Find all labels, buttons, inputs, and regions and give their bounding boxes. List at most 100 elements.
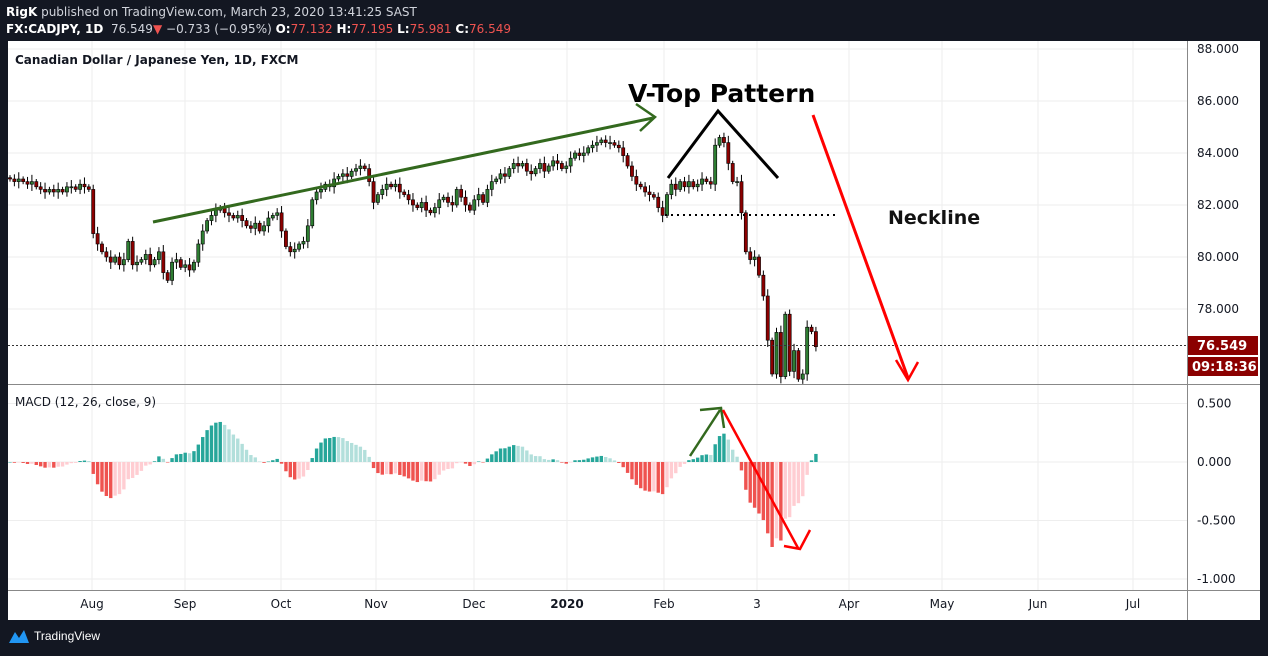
candle-body [700, 178, 704, 185]
histogram-bar [227, 429, 231, 462]
histogram-bar [12, 462, 17, 463]
histogram-bar [30, 462, 34, 464]
trend-line[interactable] [152, 102, 657, 224]
candle-body [630, 165, 634, 177]
candle-body [708, 181, 713, 185]
histogram-bar [472, 462, 476, 465]
candle-body [538, 163, 542, 169]
histogram-bar [700, 455, 704, 462]
histogram-bar [117, 462, 122, 495]
candle-body [446, 196, 450, 203]
candle-body [770, 339, 775, 375]
grid [8, 41, 1187, 590]
candle-body [503, 173, 507, 177]
candle-body [21, 178, 26, 182]
histogram-bar [384, 462, 389, 475]
histogram-bar [704, 454, 709, 462]
histogram-bar [393, 462, 398, 474]
tradingview-logo[interactable]: TradingView [8, 628, 100, 644]
histogram-bar [82, 460, 87, 462]
candle-body [121, 259, 126, 266]
histogram-bar [595, 456, 599, 462]
candle-body [82, 183, 87, 188]
candle-body [100, 243, 104, 253]
histogram-bar [402, 462, 406, 477]
histogram-bar [744, 462, 748, 490]
histogram-bar [599, 455, 603, 462]
histogram-bar [774, 462, 779, 539]
neckline-label: Neckline [888, 207, 980, 229]
candle-body [113, 256, 118, 263]
macd-up-arrow[interactable] [688, 406, 726, 457]
histogram-bar [665, 462, 669, 488]
candle-body [660, 207, 665, 216]
histogram-bar [766, 462, 770, 534]
histogram-bar [481, 462, 485, 463]
candle-body [559, 163, 564, 169]
histogram-bar [183, 452, 187, 462]
candle-body [441, 196, 446, 201]
down-arrow[interactable] [811, 114, 920, 383]
candle-body [165, 272, 170, 281]
histogram-bar [104, 462, 109, 497]
published-info: published on TradingView.com, March 23, … [41, 5, 417, 19]
histogram-bar [109, 462, 113, 499]
candle-body [555, 160, 560, 164]
candle-body [8, 177, 12, 180]
candle-body [209, 215, 214, 221]
histogram-bar [323, 438, 328, 462]
v-top-lines[interactable] [666, 108, 780, 180]
histogram-bar [660, 462, 665, 495]
histogram-bar [306, 462, 310, 471]
candle-body [546, 165, 551, 172]
histogram-bar [231, 434, 236, 462]
candle-body [459, 189, 464, 198]
histogram-bar [573, 460, 577, 462]
histogram-bar [608, 458, 612, 462]
candle-body [765, 295, 770, 341]
candle-body [78, 183, 82, 190]
candle-body [336, 176, 341, 180]
histogram-bar [100, 462, 104, 492]
candle-body [60, 189, 65, 193]
histogram-bar [345, 441, 349, 462]
histogram-bar [726, 439, 731, 462]
histogram-bar [446, 462, 450, 469]
price-tick-label: 82.000 [1197, 198, 1239, 212]
histogram-bar [757, 462, 761, 514]
candle-body [507, 168, 512, 177]
candle-body [240, 215, 245, 221]
histogram-bar [187, 453, 192, 462]
candle-body [262, 225, 266, 232]
histogram-bar [428, 462, 433, 482]
candle-body [726, 142, 731, 164]
time-axis[interactable]: Aug Sep Oct Nov Dec 2020 Feb 3 Apr May Jun Jul [80, 597, 1140, 611]
histogram-bar [783, 462, 787, 519]
histogram-bar [792, 462, 796, 506]
histogram-bar [371, 462, 376, 469]
v-top-label: V-Top Pattern [628, 79, 815, 108]
candle-body [704, 178, 709, 182]
histogram-bar [87, 461, 91, 462]
price-axis[interactable]: 88.000 86.000 84.000 82.000 80.000 78.000 0.50… [1197, 42, 1239, 586]
histogram-bar [485, 458, 490, 462]
candle-body [135, 261, 139, 266]
candle-body [86, 186, 91, 190]
histogram-bar [420, 462, 424, 481]
chart-background [8, 41, 1260, 620]
histogram-bar [516, 445, 520, 462]
candle-body [47, 189, 52, 193]
candle-body [581, 152, 586, 156]
candle-body [284, 230, 288, 247]
candle-body [161, 251, 166, 273]
histogram-bar [209, 425, 214, 462]
candle-body [800, 373, 805, 380]
time-tick-label: May [930, 597, 955, 611]
candle-body [380, 189, 385, 195]
histogram-bar [319, 442, 323, 462]
close-label: C: [455, 22, 469, 36]
candle-body [467, 204, 472, 211]
macd-down-arrow[interactable] [721, 409, 812, 551]
price-tick-label: 78.000 [1197, 302, 1239, 316]
